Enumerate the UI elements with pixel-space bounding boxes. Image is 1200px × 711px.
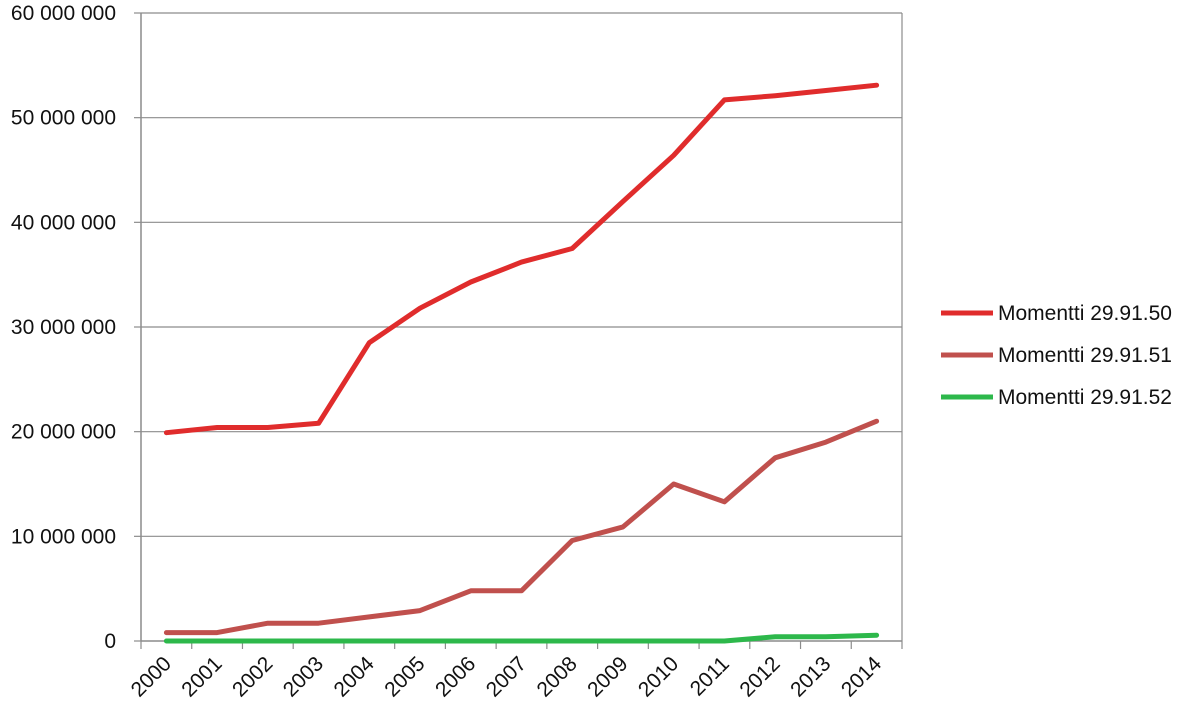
x-tick-label: 2004 bbox=[330, 652, 380, 702]
y-tick-label: 0 bbox=[104, 630, 116, 653]
series-lines bbox=[163, 82, 880, 644]
y-tick-label: 20 000 000 bbox=[11, 421, 116, 444]
legend-label: Momentti 29.91.50 bbox=[998, 302, 1172, 325]
x-tick-label: 2010 bbox=[634, 652, 683, 701]
legend-label: Momentti 29.91.52 bbox=[998, 386, 1172, 409]
x-tick-label: 2005 bbox=[380, 652, 429, 701]
x-tick-label: 2012 bbox=[735, 652, 784, 701]
gridlines bbox=[141, 12, 903, 641]
y-tick-label: 10 000 000 bbox=[11, 525, 116, 548]
x-tick-label: 2007 bbox=[482, 652, 531, 701]
x-tick-label: 2001 bbox=[177, 652, 226, 701]
x-tick-label: 2011 bbox=[686, 652, 734, 700]
y-tick-label: 30 000 000 bbox=[11, 316, 116, 339]
legend-label: Momentti 29.91.51 bbox=[998, 344, 1172, 367]
x-tick-label: 2003 bbox=[279, 652, 328, 701]
x-tick-label: 2006 bbox=[431, 652, 480, 701]
x-tick-label: 2014 bbox=[837, 652, 887, 702]
x-tick-label: 2009 bbox=[583, 652, 632, 701]
series-line-1 bbox=[163, 82, 880, 436]
x-tick-label: 2000 bbox=[127, 652, 176, 701]
x-tick-label: 2002 bbox=[228, 652, 277, 701]
legend: Momentti 29.91.50 Momentti 29.91.51 Moment… bbox=[941, 302, 1172, 409]
y-tick-label: 60 000 000 bbox=[11, 2, 116, 25]
y-tick-label: 40 000 000 bbox=[11, 211, 116, 234]
y-tick-label: 50 000 000 bbox=[11, 107, 116, 130]
x-tick-label: 2008 bbox=[532, 652, 581, 701]
series-line-3 bbox=[163, 632, 880, 644]
x-tick-label: 2013 bbox=[786, 652, 835, 701]
series-line-2 bbox=[163, 418, 880, 636]
